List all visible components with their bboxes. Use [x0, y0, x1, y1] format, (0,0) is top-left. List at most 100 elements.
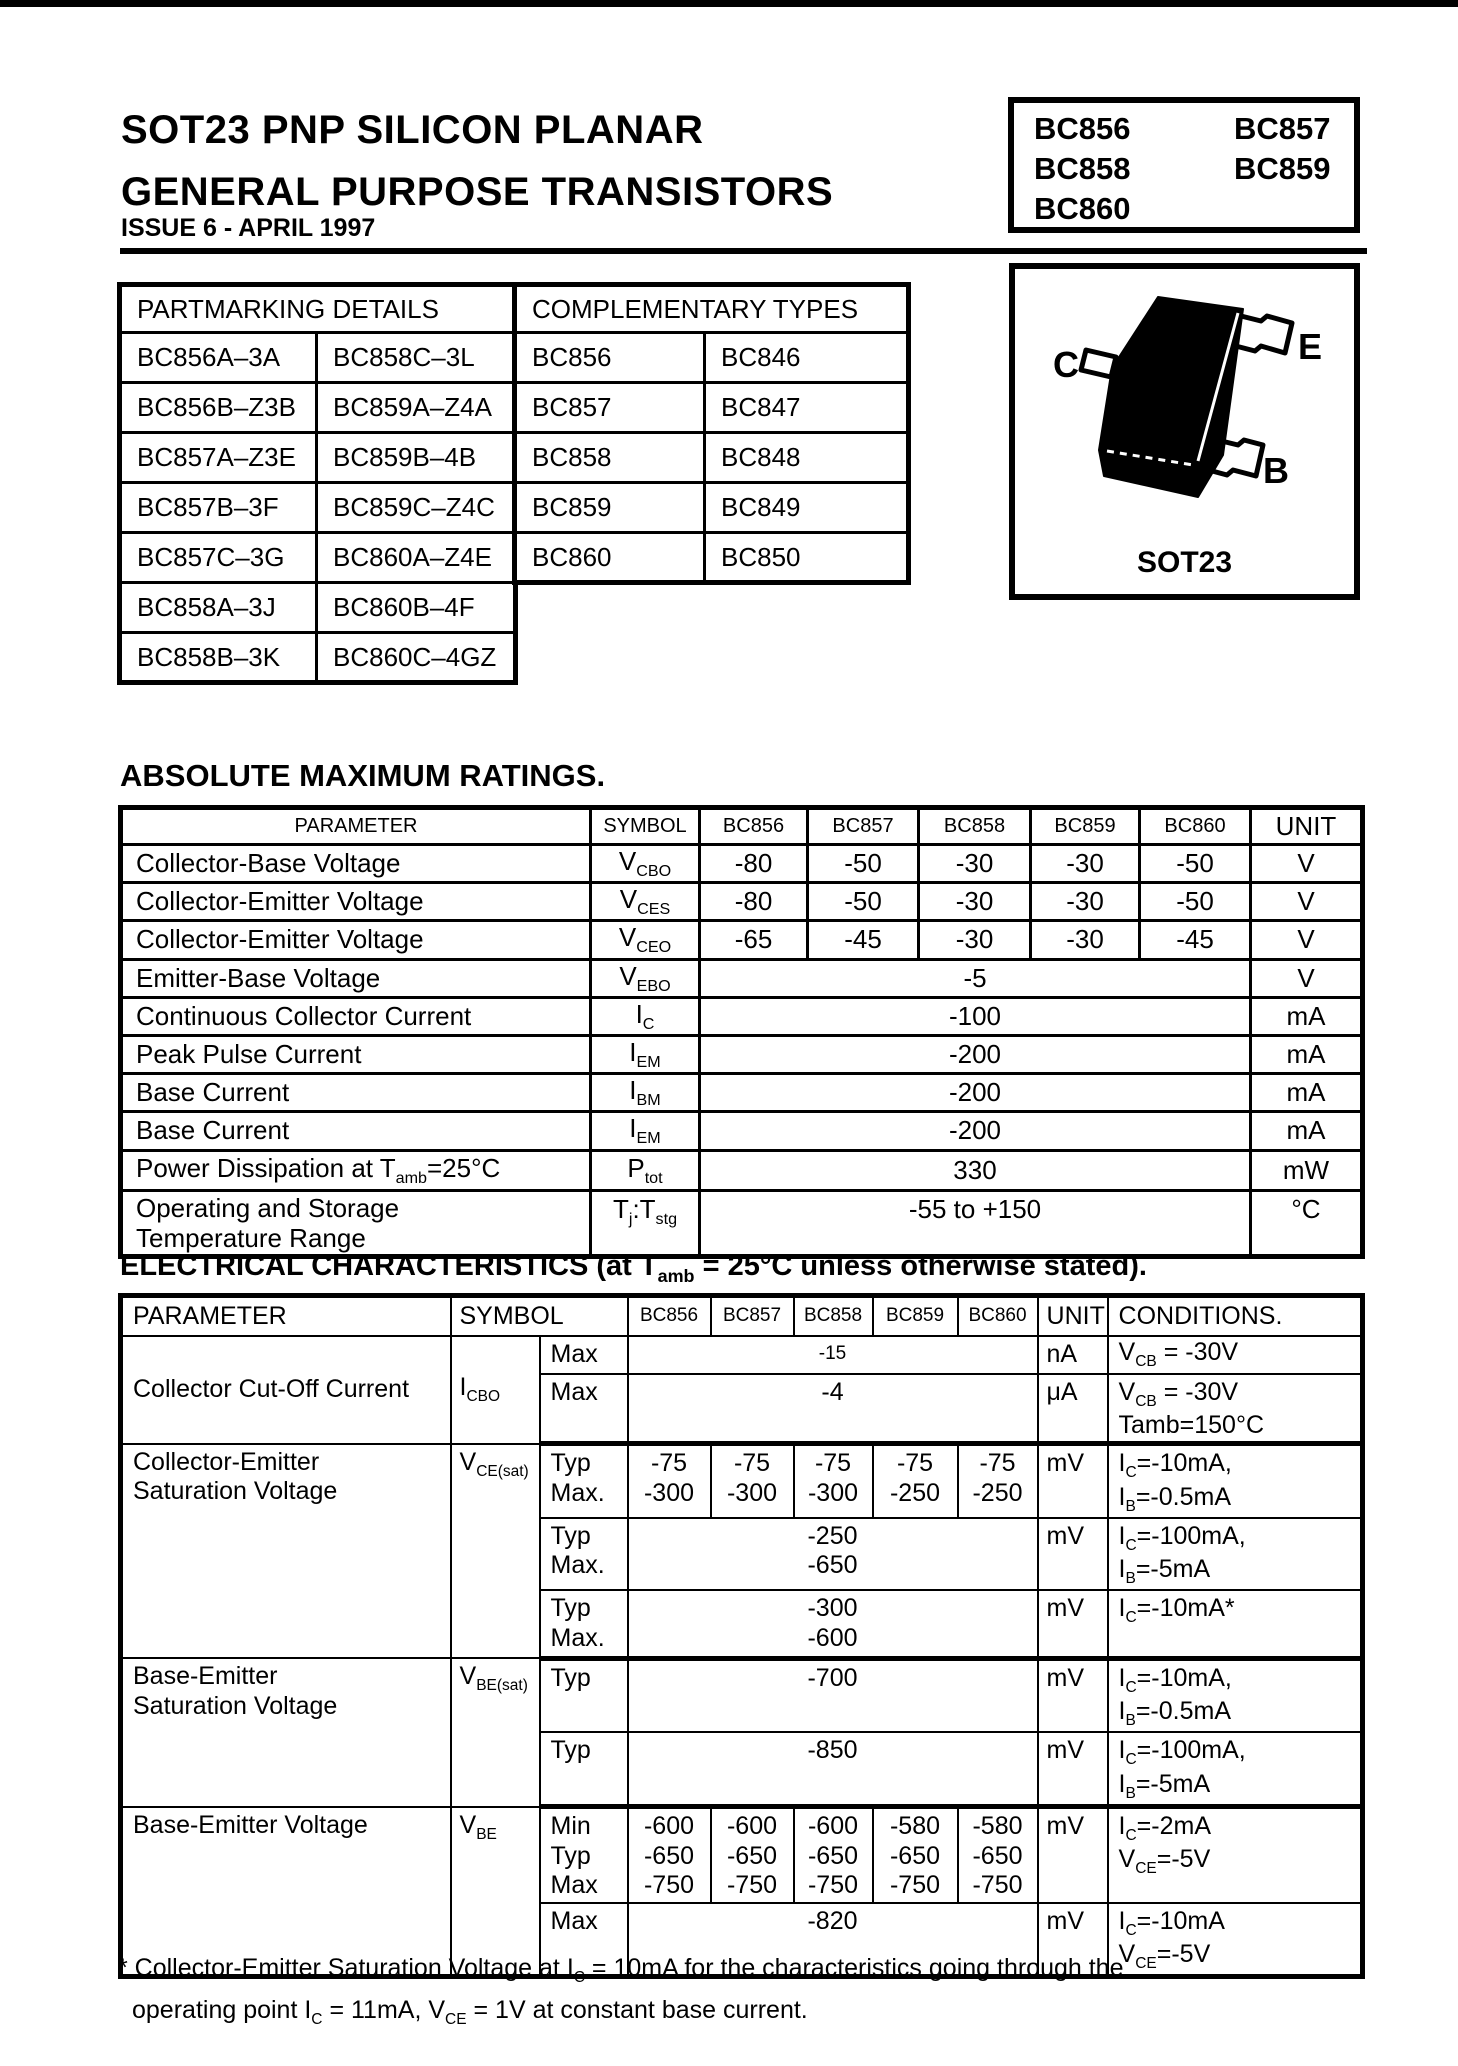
symbol-cell: Ptot [589, 1148, 701, 1192]
value-cell: -50 [806, 842, 920, 885]
value-cell: -600 -650 -750 [792, 1805, 874, 1904]
table-row: Base-Emitter Voltage VBE Min Typ Max -60… [119, 1805, 1364, 1978]
header-rule [120, 248, 1367, 254]
abs-max-table: PARAMETER SYMBOL BC856 BC857 BC858 BC859… [118, 805, 1365, 1260]
value-cell: -75 -300 [709, 1442, 795, 1519]
table-row: BC856B–Z3B BC859A–Z4A [118, 381, 518, 434]
value-cell: -30 [917, 919, 1032, 961]
value-span-cell: -200 [698, 1072, 1252, 1114]
symbol-cell: VCBO [589, 842, 701, 885]
parameter-cell: Base Current [119, 1110, 592, 1152]
type-cell: BC850 [703, 531, 910, 584]
part-number: BC857 [1234, 111, 1331, 146]
value-cell: -30 [1029, 919, 1141, 961]
table-header-row: PARAMETER SYMBOL BC856 BC857 BC858 BC859… [119, 1294, 1364, 1337]
limit-type-cell: Max [538, 1901, 629, 1978]
partmark-cell: BC856B–Z3B [118, 381, 318, 434]
limit-type-cell: Typ Max. [538, 1589, 629, 1661]
value-cell: -600 -650 -750 [709, 1805, 795, 1904]
parameter-cell: Collector-Base Voltage [119, 842, 592, 885]
pin-label-collector: C [1053, 344, 1079, 385]
value-cell: -75 -300 [792, 1442, 874, 1519]
limit-type-cell: Typ Max. [538, 1442, 629, 1519]
value-span-cell: 330 [698, 1148, 1252, 1192]
scan-top-edge [0, 0, 1458, 7]
table-row: Power Dissipation at Tamb=25°C Ptot 330 … [119, 1148, 1364, 1192]
table-row: BC858 BC848 [513, 431, 910, 484]
value-span-cell: -100 [698, 995, 1252, 1037]
unit-cell: nA [1036, 1334, 1109, 1375]
conditions-cell: VCB = -30V Tamb=150°C [1106, 1372, 1364, 1447]
table-row: BC857A–Z3E BC859B–4B [118, 431, 518, 484]
type-cell: BC849 [703, 481, 910, 534]
limit-type-cell: Max [538, 1372, 629, 1447]
parameter-cell: Collector Cut-Off Current [119, 1334, 452, 1445]
partmark-cell: BC857C–3G [118, 531, 318, 584]
value-cell: -30 [917, 842, 1032, 885]
table-header-row: PARAMETER SYMBOL BC856 BC857 BC858 BC859… [119, 806, 1364, 846]
unit-cell: V [1249, 919, 1364, 961]
type-cell: BC848 [703, 431, 910, 484]
limit-type-cell: Max [538, 1334, 629, 1375]
table-row: Peak Pulse Current IEM -200 mA [119, 1033, 1364, 1076]
table-row: Collector-Base Voltage VCBO -80 -50 -30 … [119, 842, 1364, 885]
unit-cell: mW [1249, 1148, 1364, 1192]
limit-type-cell: Typ [538, 1731, 629, 1810]
symbol-cell: ICBO [449, 1334, 541, 1445]
package-outline-box: C E B SOT23 [1009, 263, 1360, 600]
col-header-parameter: PARAMETER [119, 806, 592, 846]
symbol-cell: VEBO [589, 957, 701, 999]
col-header-type: BC860 [1138, 806, 1252, 846]
table-row: BC857B–3F BC859C–Z4C [118, 481, 518, 534]
unit-cell: mV [1036, 1805, 1109, 1904]
table-row: Typ Max. -300 -600 mV IC=-10mA* [121, 1589, 1364, 1661]
value-cell: -50 [1138, 842, 1252, 885]
value-span-cell: -200 [698, 1033, 1252, 1076]
partmark-cell: BC857B–3F [118, 481, 318, 534]
col-header-type: BC859 [871, 1294, 959, 1337]
parameter-cell: Operating and Storage Temperature Range [119, 1188, 592, 1259]
part-numbers-box: BC856 BC857 BC858 BC859 BC860 [1008, 97, 1360, 233]
table-row: Collector-Emitter Saturation Voltage VCE… [119, 1442, 1364, 1660]
col-header-type: BC859 [1029, 806, 1141, 846]
table-row: Base-Emitter Saturation Voltage VBE(sat)… [119, 1657, 1364, 1808]
type-cell: BC847 [703, 381, 910, 434]
value-cell: -80 [698, 842, 809, 885]
parameter-cell: Base Current [119, 1072, 592, 1114]
pin-label-base: B [1263, 450, 1289, 491]
part-number: BC856 [1034, 111, 1131, 146]
part-number: BC860 [1034, 191, 1131, 226]
complementary-types-table: COMPLEMENTARY TYPES BC856 BC846 BC857 BC84… [512, 282, 911, 585]
table-row: Base Current IEM -200 mA [119, 1110, 1364, 1152]
body-edge-highlight [1196, 312, 1240, 462]
symbol-cell: IBM [589, 1072, 701, 1114]
parameter-cell: Collector-Emitter Voltage [119, 881, 592, 923]
symbol-cell: VBE [449, 1805, 541, 1978]
table-row: Typ Max. -250 -650 mV IC=-100mA, IB=-5mA [121, 1516, 1364, 1592]
elec-char-heading: ELECTRICAL CHARACTERISTICS (at Tamb = 25… [120, 1250, 1147, 1286]
table-row: BC857C–3G BC860A–Z4E [118, 531, 518, 584]
limit-type-cell: Typ Max. [538, 1516, 629, 1592]
value-span-cell: -300 -600 [626, 1589, 1039, 1661]
type-cell: BC856 [513, 331, 706, 384]
body-dashed-edge [1106, 449, 1194, 467]
table-row: Continuous Collector Current IC -100 mA [119, 995, 1364, 1037]
table-row: BC857 BC847 [513, 381, 910, 434]
unit-cell: mV [1036, 1589, 1109, 1661]
parameter-cell: Emitter-Base Voltage [119, 957, 592, 999]
symbol-cell: VBE(sat) [449, 1657, 541, 1808]
type-cell: BC860 [513, 531, 706, 584]
parameter-cell: Collector-Emitter Voltage [119, 919, 592, 961]
unit-cell: mA [1249, 1072, 1364, 1114]
unit-cell: mA [1249, 1033, 1364, 1076]
col-header-type: BC857 [709, 1294, 795, 1337]
table-row: Collector-Emitter Voltage VCES -80 -50 -… [119, 881, 1364, 923]
page-title-line2: GENERAL PURPOSE TRANSISTORS [121, 170, 834, 214]
value-cell: -75 -250 [956, 1442, 1039, 1519]
col-header-type: BC856 [698, 806, 809, 846]
value-cell: -45 [1138, 919, 1252, 961]
value-cell: -80 [698, 881, 809, 923]
value-cell: -50 [806, 881, 920, 923]
partmark-cell: BC860A–Z4E [314, 531, 518, 584]
value-cell: -580 -650 -750 [871, 1805, 959, 1904]
